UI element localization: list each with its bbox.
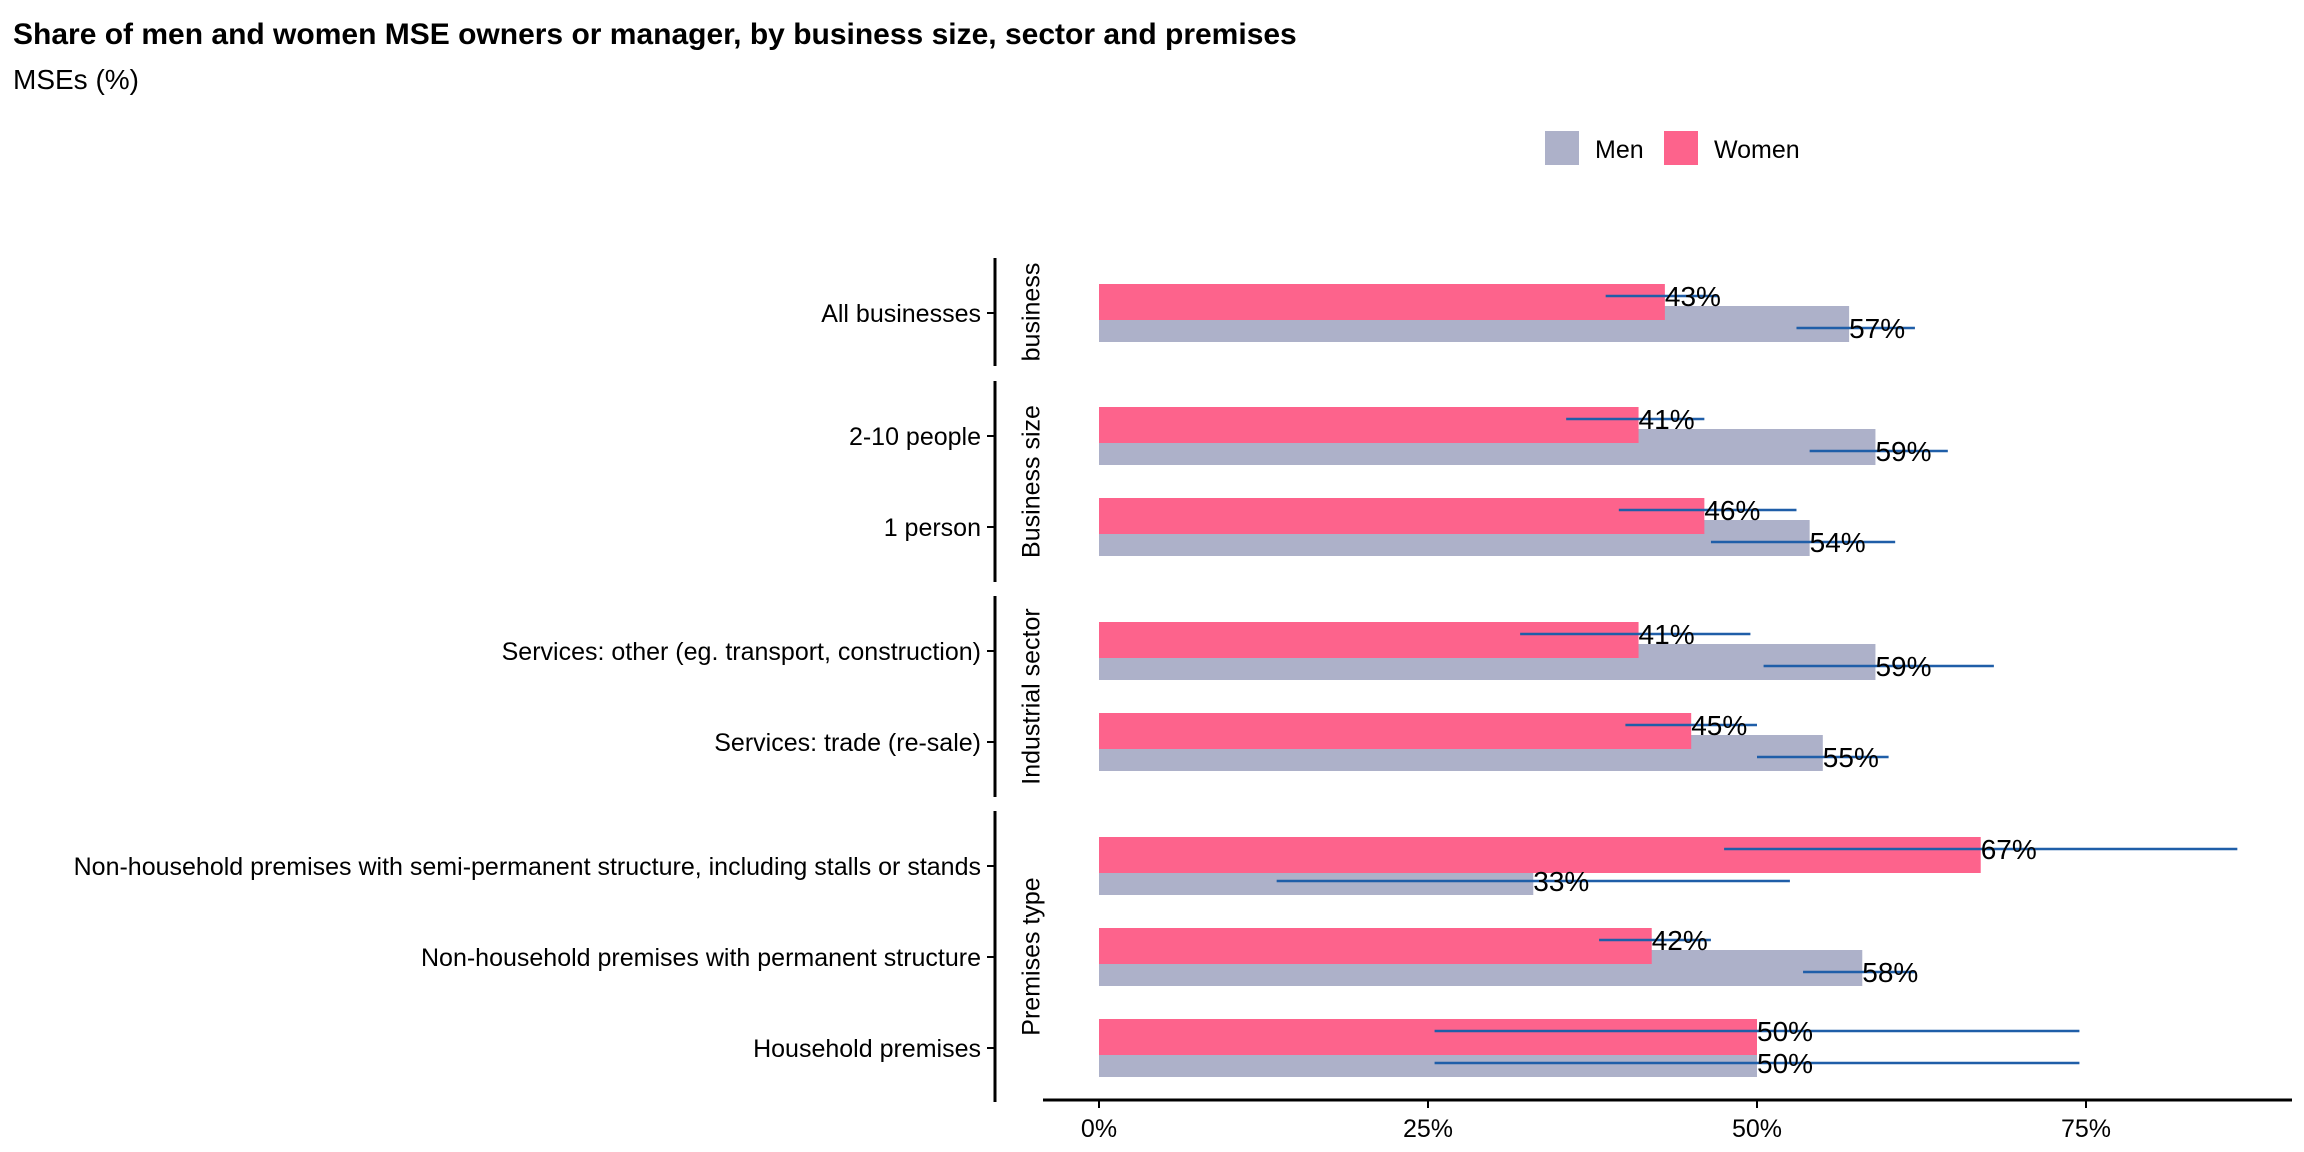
data-label-women: 41% [1639, 404, 1695, 435]
category-label: Non-household premises with semi-permane… [74, 853, 981, 881]
bar-women [1099, 713, 1692, 749]
x-tick-label: 75% [2061, 1115, 2111, 1143]
category-label: 1 person [884, 514, 981, 542]
category-label: Services: other (eg. transport, construc… [502, 638, 981, 666]
data-label-men: 55% [1823, 742, 1879, 773]
data-label-men: 59% [1875, 651, 1931, 682]
data-label-men: 59% [1875, 436, 1931, 467]
bar-women [1099, 1019, 1757, 1055]
group-label: Industrial sector [1018, 608, 1046, 784]
data-label-women: 43% [1665, 281, 1721, 312]
legend-swatch-men [1545, 131, 1579, 165]
group-label: Business size [1018, 405, 1046, 558]
legend-label-women: Women [1714, 136, 1800, 164]
data-label-men: 33% [1533, 866, 1589, 897]
x-tick-label: 25% [1403, 1115, 1453, 1143]
category-label: Services: trade (re-sale) [714, 729, 981, 757]
data-label-women: 42% [1652, 925, 1708, 956]
bar-women [1099, 284, 1665, 320]
data-label-men: 54% [1810, 527, 1866, 558]
chart-subtitle: MSEs (%) [13, 64, 139, 95]
data-label-women: 46% [1704, 495, 1760, 526]
x-tick-label: 50% [1732, 1115, 1782, 1143]
bar-women [1099, 837, 1981, 873]
data-label-men: 58% [1862, 957, 1918, 988]
category-label: Household premises [753, 1035, 981, 1063]
data-label-women: 67% [1981, 834, 2037, 865]
x-tick-label: 0% [1081, 1115, 1117, 1143]
data-label-women: 50% [1757, 1016, 1813, 1047]
chart-title: Share of men and women MSE owners or man… [13, 18, 1297, 51]
category-label: Non-household premises with permanent st… [421, 944, 981, 972]
data-label-women: 41% [1639, 619, 1695, 650]
bar-women [1099, 407, 1639, 443]
group-label: business [1018, 263, 1046, 362]
bar-women [1099, 622, 1639, 658]
bar-women [1099, 498, 1705, 534]
category-label: 2-10 people [849, 423, 981, 451]
group-label: Premises type [1018, 877, 1046, 1035]
data-label-men: 50% [1757, 1048, 1813, 1079]
data-label-men: 57% [1849, 313, 1905, 344]
data-label-women: 45% [1691, 710, 1747, 741]
legend-swatch-women [1664, 131, 1698, 165]
bar-women [1099, 928, 1652, 964]
legend-label-men: Men [1595, 136, 1644, 164]
category-label: All businesses [821, 300, 981, 328]
